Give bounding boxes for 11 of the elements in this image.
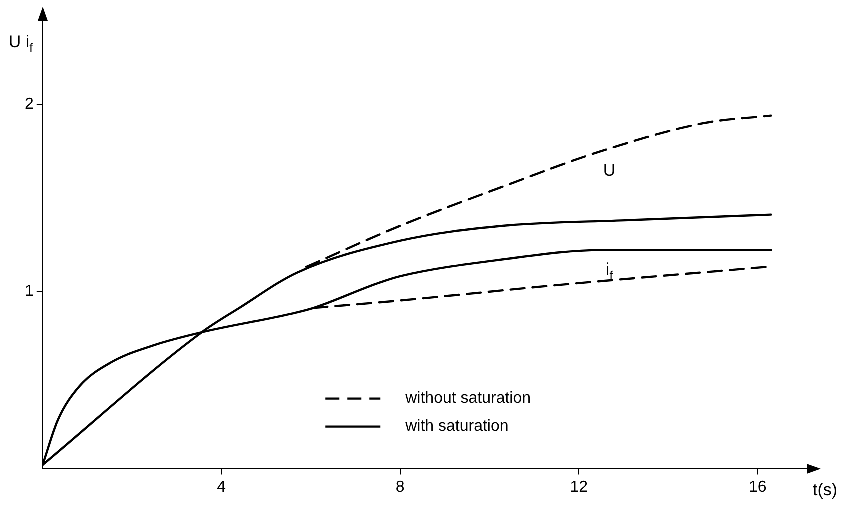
x-tick-label: 12 xyxy=(570,478,588,496)
y-tick-label: 2 xyxy=(24,96,34,114)
annotation: U xyxy=(603,161,616,180)
legend-label: without saturation xyxy=(404,390,532,408)
x-axis-title: t(s) xyxy=(813,480,838,500)
y-tick-label: 1 xyxy=(24,282,34,300)
line-series xyxy=(312,266,768,310)
legend-label: with saturation xyxy=(404,418,509,436)
x-tick-label: 4 xyxy=(217,478,226,496)
x-tick-label: 8 xyxy=(396,478,405,496)
x-tick-label: 16 xyxy=(748,478,767,496)
